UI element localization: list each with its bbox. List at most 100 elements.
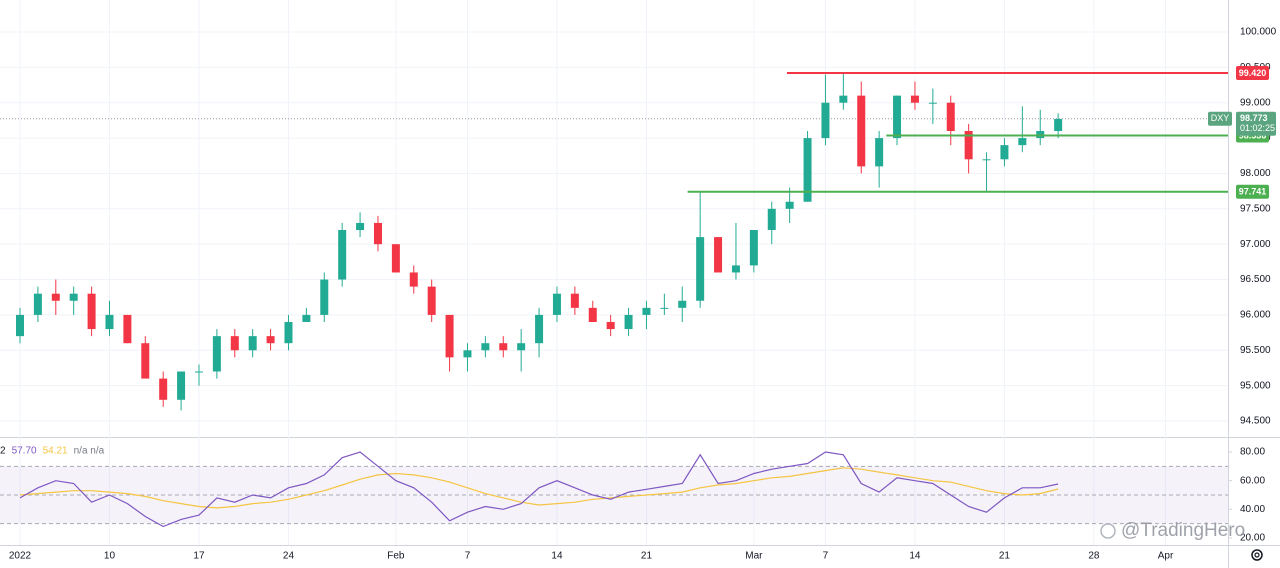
candle-body: [749, 230, 758, 266]
candle-body: [302, 314, 311, 322]
rsi-tick-label: 60.00: [1240, 475, 1265, 486]
candle-body: [159, 378, 168, 400]
candle-body: [409, 272, 418, 287]
level-label: 97.741: [1239, 187, 1267, 197]
x-tick-label: 21: [999, 551, 1011, 562]
x-tick-label: 14: [551, 551, 563, 562]
rsi-tick-label: 40.00: [1240, 504, 1265, 515]
candle-body: [1000, 145, 1009, 160]
candle-body: [821, 102, 830, 139]
x-tick-label: 21: [641, 551, 653, 562]
candle-body: [857, 95, 866, 167]
watermark: @TradingHero: [1121, 520, 1245, 541]
candle-body: [517, 343, 526, 351]
candle-body: [212, 336, 221, 372]
rsi-legend-item: 54.21: [43, 446, 68, 457]
candle-body: [552, 293, 561, 315]
y-tick-label: 94.500: [1240, 416, 1271, 427]
x-tick-label: Mar: [745, 551, 763, 562]
rsi-tick-label: 80.00: [1240, 447, 1265, 458]
rsi-ma-line: [19, 467, 1059, 509]
candle-body: [893, 95, 902, 139]
candle-body: [320, 279, 329, 315]
x-tick-label: 10: [104, 551, 116, 562]
candle-body: [338, 230, 347, 280]
candle-body: [248, 336, 257, 351]
candle-body: [660, 307, 669, 309]
candle-body: [535, 314, 544, 344]
rsi-legend-item: n/a n/a: [74, 446, 105, 457]
y-tick-label: 99.000: [1240, 97, 1271, 108]
gear-ring: [1251, 549, 1263, 561]
candle-body: [230, 336, 239, 351]
y-tick-label: 95.000: [1240, 380, 1271, 391]
level-label-box: [1236, 65, 1269, 80]
candle-body: [373, 222, 382, 245]
x-tick-label: Feb: [387, 551, 405, 562]
candle-body: [87, 293, 96, 330]
candle-body: [391, 244, 400, 273]
x-tick-label: 24: [283, 551, 295, 562]
candle-body: [15, 314, 24, 337]
candle-body: [875, 138, 884, 167]
candle-body: [642, 307, 651, 315]
settings-icon[interactable]: [1251, 549, 1263, 561]
symbol-box: [1208, 111, 1232, 126]
level-label: 99.420: [1239, 68, 1267, 78]
candle-body: [427, 286, 436, 315]
x-tick-label: 2022: [9, 551, 32, 562]
x-tick-label: 7: [465, 551, 471, 562]
x-tick-label: 14: [909, 551, 921, 562]
y-tick-label: 98.000: [1240, 168, 1271, 179]
symbol-label: DXY: [1211, 113, 1230, 123]
candle-body: [678, 300, 687, 308]
candle-body: [266, 336, 275, 344]
countdown-label: 01:02:25: [1240, 123, 1275, 133]
rsi-legend-item: 57.70: [12, 446, 37, 457]
candle-body: [910, 95, 919, 103]
candle-body: [767, 208, 776, 231]
candle-body: [105, 314, 114, 330]
candle-body: [356, 222, 365, 231]
candle-body: [982, 159, 991, 161]
candle-body: [69, 293, 78, 301]
grid: [0, 0, 1228, 545]
y-tick-label: 96.000: [1240, 310, 1271, 321]
candle-body: [588, 307, 597, 322]
candle-body: [928, 102, 937, 104]
candle-body: [785, 201, 794, 209]
candle-body: [714, 237, 723, 273]
candle-body: [194, 371, 203, 373]
y-tick-label: 100.000: [1240, 27, 1277, 38]
x-tick-label: 28: [1088, 551, 1100, 562]
candle-body: [964, 131, 973, 160]
y-tick-label: 97.500: [1240, 203, 1271, 214]
candle-body: [499, 343, 508, 351]
candle-body: [141, 343, 150, 379]
candle-body: [946, 102, 955, 132]
candle-body: [839, 95, 848, 103]
candle-body: [445, 314, 454, 358]
candle-body: [123, 314, 132, 344]
y-tick-label: 96.500: [1240, 274, 1271, 285]
candle-body: [803, 138, 812, 202]
candle-body: [606, 321, 615, 330]
x-tick-label: 17: [193, 551, 205, 562]
candle-body: [177, 371, 186, 400]
rsi-line: [19, 451, 1059, 528]
candle-body: [696, 237, 705, 301]
last-price-label: 98.773: [1240, 113, 1268, 123]
rsi-tick-label: 20.00: [1240, 533, 1265, 544]
rsi-legend-item: 2: [0, 446, 6, 457]
last-price-box: [1236, 111, 1276, 136]
candle-body: [481, 343, 490, 351]
candle-body: [51, 293, 60, 301]
level-label-box: [1236, 184, 1269, 199]
candle-body: [1054, 118, 1063, 132]
candle-body: [624, 314, 633, 330]
y-tick-label: 97.000: [1240, 239, 1271, 250]
candle-body: [570, 293, 579, 308]
